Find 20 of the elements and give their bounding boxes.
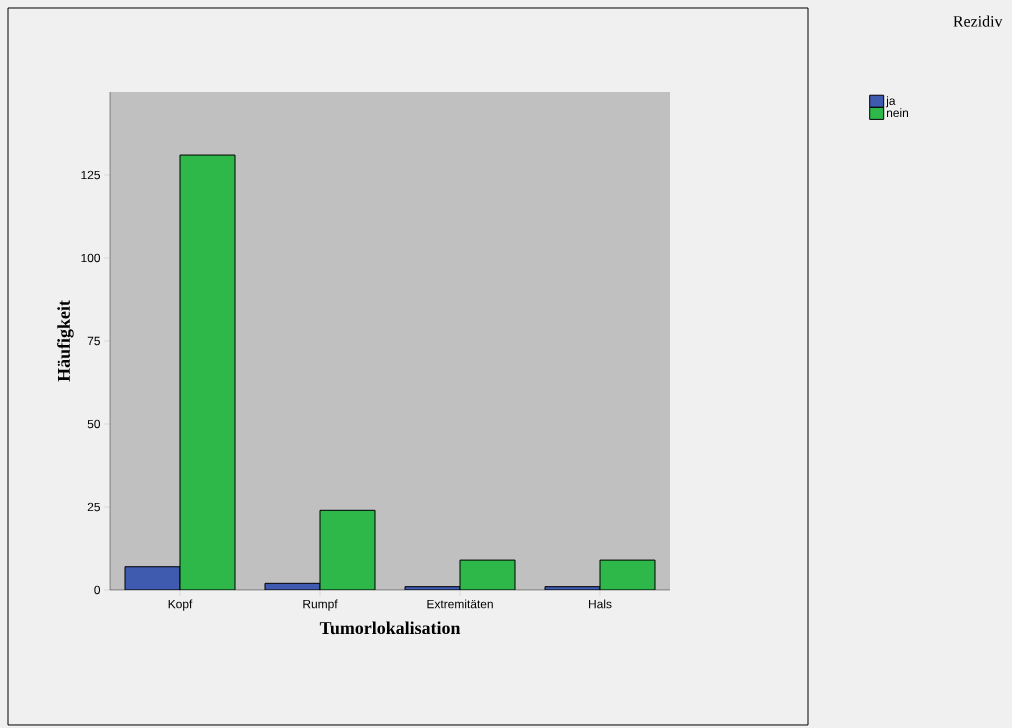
y-tick-label: 100	[81, 253, 101, 263]
y-axis-title: Häufigkeit	[57, 300, 74, 382]
legend-label: ja	[885, 96, 896, 108]
y-tick-label: 125	[81, 170, 100, 180]
bar	[599, 559, 656, 590]
legend-label: nein	[886, 108, 909, 118]
y-tick-label: 0	[94, 585, 101, 595]
x-axis-title: Tumorlokalisation	[319, 621, 461, 635]
legend-title: Rezidiv	[953, 15, 1003, 27]
x-tick-label: Rumpf	[303, 599, 338, 611]
y-tick-label: 50	[87, 419, 101, 429]
x-tick-label: Extremitäten	[427, 599, 493, 609]
x-tick-label: Hals	[589, 599, 612, 609]
x-tick-label: Kopf	[168, 599, 193, 611]
bar	[179, 154, 236, 590]
y-tick-label: 75	[87, 336, 100, 346]
bar	[124, 566, 181, 590]
y-tick-label: 25	[87, 502, 100, 512]
bar	[319, 509, 376, 590]
bar	[459, 559, 516, 590]
